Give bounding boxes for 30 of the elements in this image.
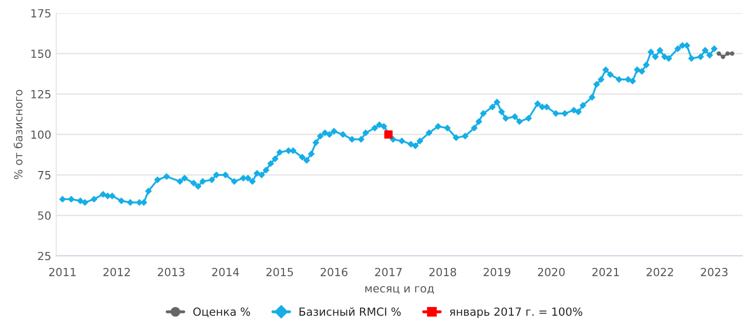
y-tick-label: 25 [38,252,50,260]
legend-label: Базисный RMCI % [300,307,401,316]
x-tick-label: 2011 [49,268,76,276]
point [725,51,730,56]
x-tick-label: 2015 [266,268,293,276]
x-tick-label: 2022 [646,268,673,276]
point [730,51,734,56]
x-tick-label: 2017 [375,268,402,276]
x-tick-label: 2014 [212,268,239,276]
x-tick-label: 2019 [484,268,510,276]
x-tick-label: 2021 [592,268,619,276]
point [384,130,393,139]
y-tick-label: 150 [31,50,51,58]
x-axis-title: месяц и год [365,286,434,294]
y-tick-label: 125 [31,90,50,98]
x-tick-label: 2020 [538,268,565,276]
point [716,51,722,56]
x-tick-label: 2013 [158,268,184,276]
y-tick-label: 50 [38,211,51,220]
x-tick-label: 2018 [429,268,456,276]
legend-label: Оценка % [193,307,250,318]
point [720,54,726,60]
legend-label: январь 2017 г. = 100% [450,307,582,318]
x-tick-label: 2016 [320,268,348,276]
x-tick-label: 2023 [700,268,728,276]
y-axis-title: % от базисного [14,90,22,180]
y-tick-label: 75 [38,171,50,180]
x-tick-label: 2012 [103,268,130,276]
y-tick-label: 100 [31,130,51,139]
y-tick-label: 175 [31,9,50,18]
